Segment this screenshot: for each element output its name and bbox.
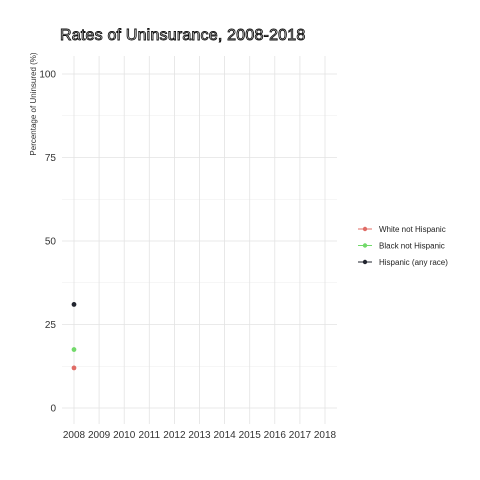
y-tick-label: 50 <box>45 237 57 248</box>
data-point <box>71 347 77 352</box>
y-tick-labels: 0 25 50 75 100 <box>39 70 56 415</box>
x-tick-label: 2017 <box>289 430 312 441</box>
y-tick-label: 75 <box>45 153 57 164</box>
legend-key-point <box>362 226 368 232</box>
x-tick-label: 2009 <box>88 430 111 441</box>
legend: White not Hispanic Black not Hispanic Hisp… <box>358 225 448 267</box>
grid <box>62 56 337 424</box>
legend-label: White not Hispanic <box>379 225 446 234</box>
chart-title: Rates of Uninsurance, 2008-2018 <box>60 27 306 45</box>
y-tick-label: 25 <box>45 320 57 331</box>
legend-key-point <box>362 259 368 265</box>
y-axis-label: Percentage of Uninsured (%) <box>29 52 38 156</box>
legend-label: Hispanic (any race) <box>379 258 448 267</box>
x-tick-label: 2018 <box>314 430 337 441</box>
y-tick-label: 100 <box>39 70 56 81</box>
x-tick-label: 2010 <box>113 430 136 441</box>
data-point <box>71 302 77 307</box>
x-tick-label: 2011 <box>139 430 161 441</box>
x-tick-label: 2013 <box>188 430 211 441</box>
x-tick-label: 2015 <box>239 430 262 441</box>
x-tick-label: 2016 <box>264 430 287 441</box>
x-tick-label: 2008 <box>63 430 86 441</box>
data-points <box>71 302 77 371</box>
x-tick-labels: 2008 2009 2010 2011 2012 2013 2014 2015 2016 2017… <box>63 430 337 441</box>
legend-key-point <box>362 243 368 248</box>
x-tick-label: 2014 <box>213 430 236 441</box>
legend-label: Black not Hispanic <box>379 242 445 251</box>
x-tick-label: 2012 <box>163 430 186 441</box>
y-tick-label: 0 <box>50 404 56 415</box>
data-point <box>71 365 77 371</box>
